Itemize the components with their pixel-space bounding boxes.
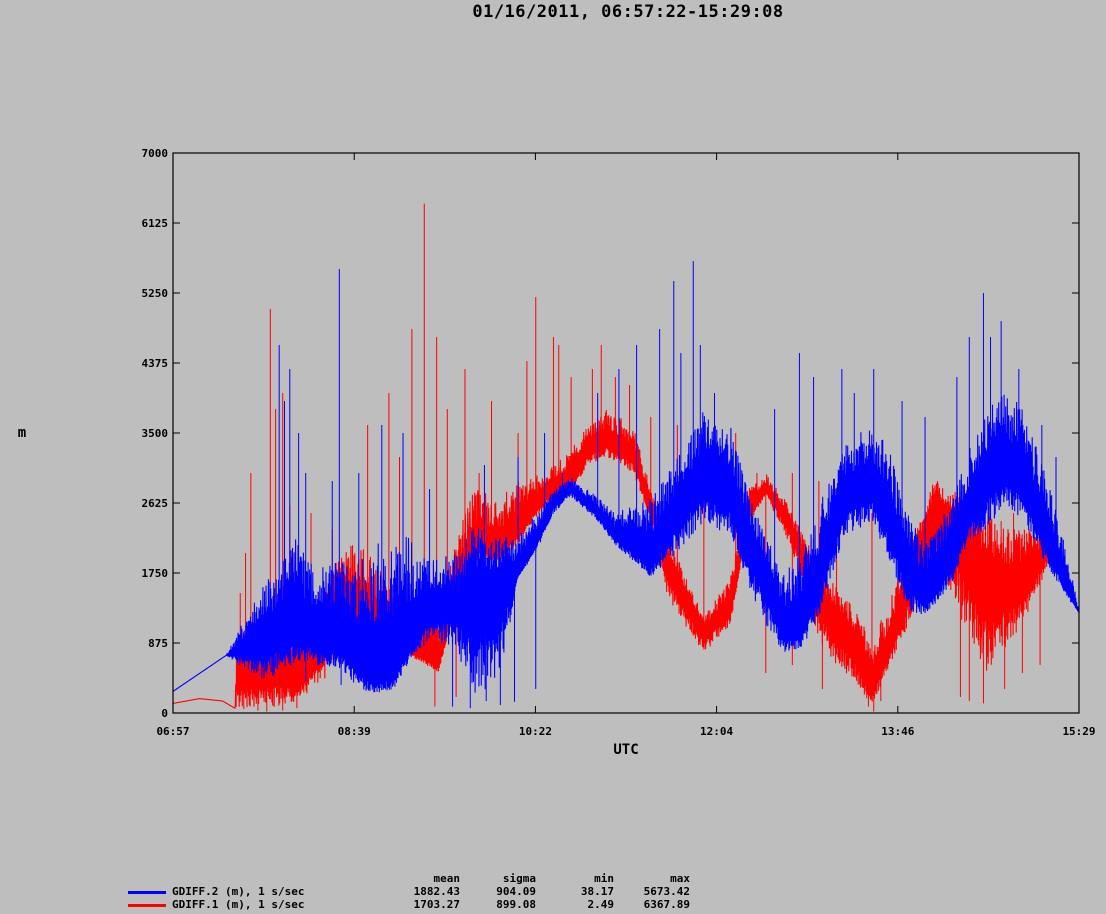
y-tick-label: 3500 [142,427,169,440]
stat-min: 38.17 [580,885,614,898]
y-tick-label: 1750 [142,567,169,580]
stats-header-sigma: sigma [502,872,536,885]
x-tick-label: 10:22 [519,725,552,738]
y-tick-label: 7000 [142,147,169,160]
y-tick-label: 875 [148,637,168,650]
y-tick-label: 0 [161,707,168,720]
stat-max: 5673.42 [643,885,690,898]
x-tick-label: 13:46 [881,725,914,738]
stat-mean: 1703.27 [413,898,460,911]
y-tick-label: 5250 [142,287,169,300]
x-tick-label: 06:57 [156,725,189,738]
y-tick-label: 6125 [142,217,169,230]
x-axis-title: UTC [613,742,638,758]
stat-min: 2.49 [587,898,615,911]
y-tick-label: 4375 [142,357,169,370]
stats-header-min: min [594,872,614,885]
x-tick-label: 12:04 [700,725,733,738]
y-axis-title: m [18,425,26,441]
legend-swatch-blue [128,891,166,894]
stat-sigma: 904.09 [496,885,536,898]
y-tick-label: 2625 [142,497,169,510]
stats-header-max: max [670,872,690,885]
stat-sigma: 899.08 [496,898,536,911]
x-tick-label: 15:29 [1062,725,1095,738]
chart-title: 01/16/2011, 06:57:22-15:29:08 [472,2,784,22]
x-tick-label: 08:39 [338,725,371,738]
stat-max: 6367.89 [643,898,690,911]
legend-label: GDIFF.1 (m), 1 s/sec [172,898,305,911]
legend-label: GDIFF.2 (m), 1 s/sec [172,885,305,898]
stat-mean: 1882.43 [413,885,460,898]
series-line-gdiff2 [172,394,1080,693]
legend-swatch-red [128,904,166,907]
stats-header-mean: mean [433,872,461,885]
series-layer [172,203,1080,712]
axis-layer: 0 875 1750 2625 3500 4375 5250 6125 7000 06:57 08:… [142,147,1096,738]
